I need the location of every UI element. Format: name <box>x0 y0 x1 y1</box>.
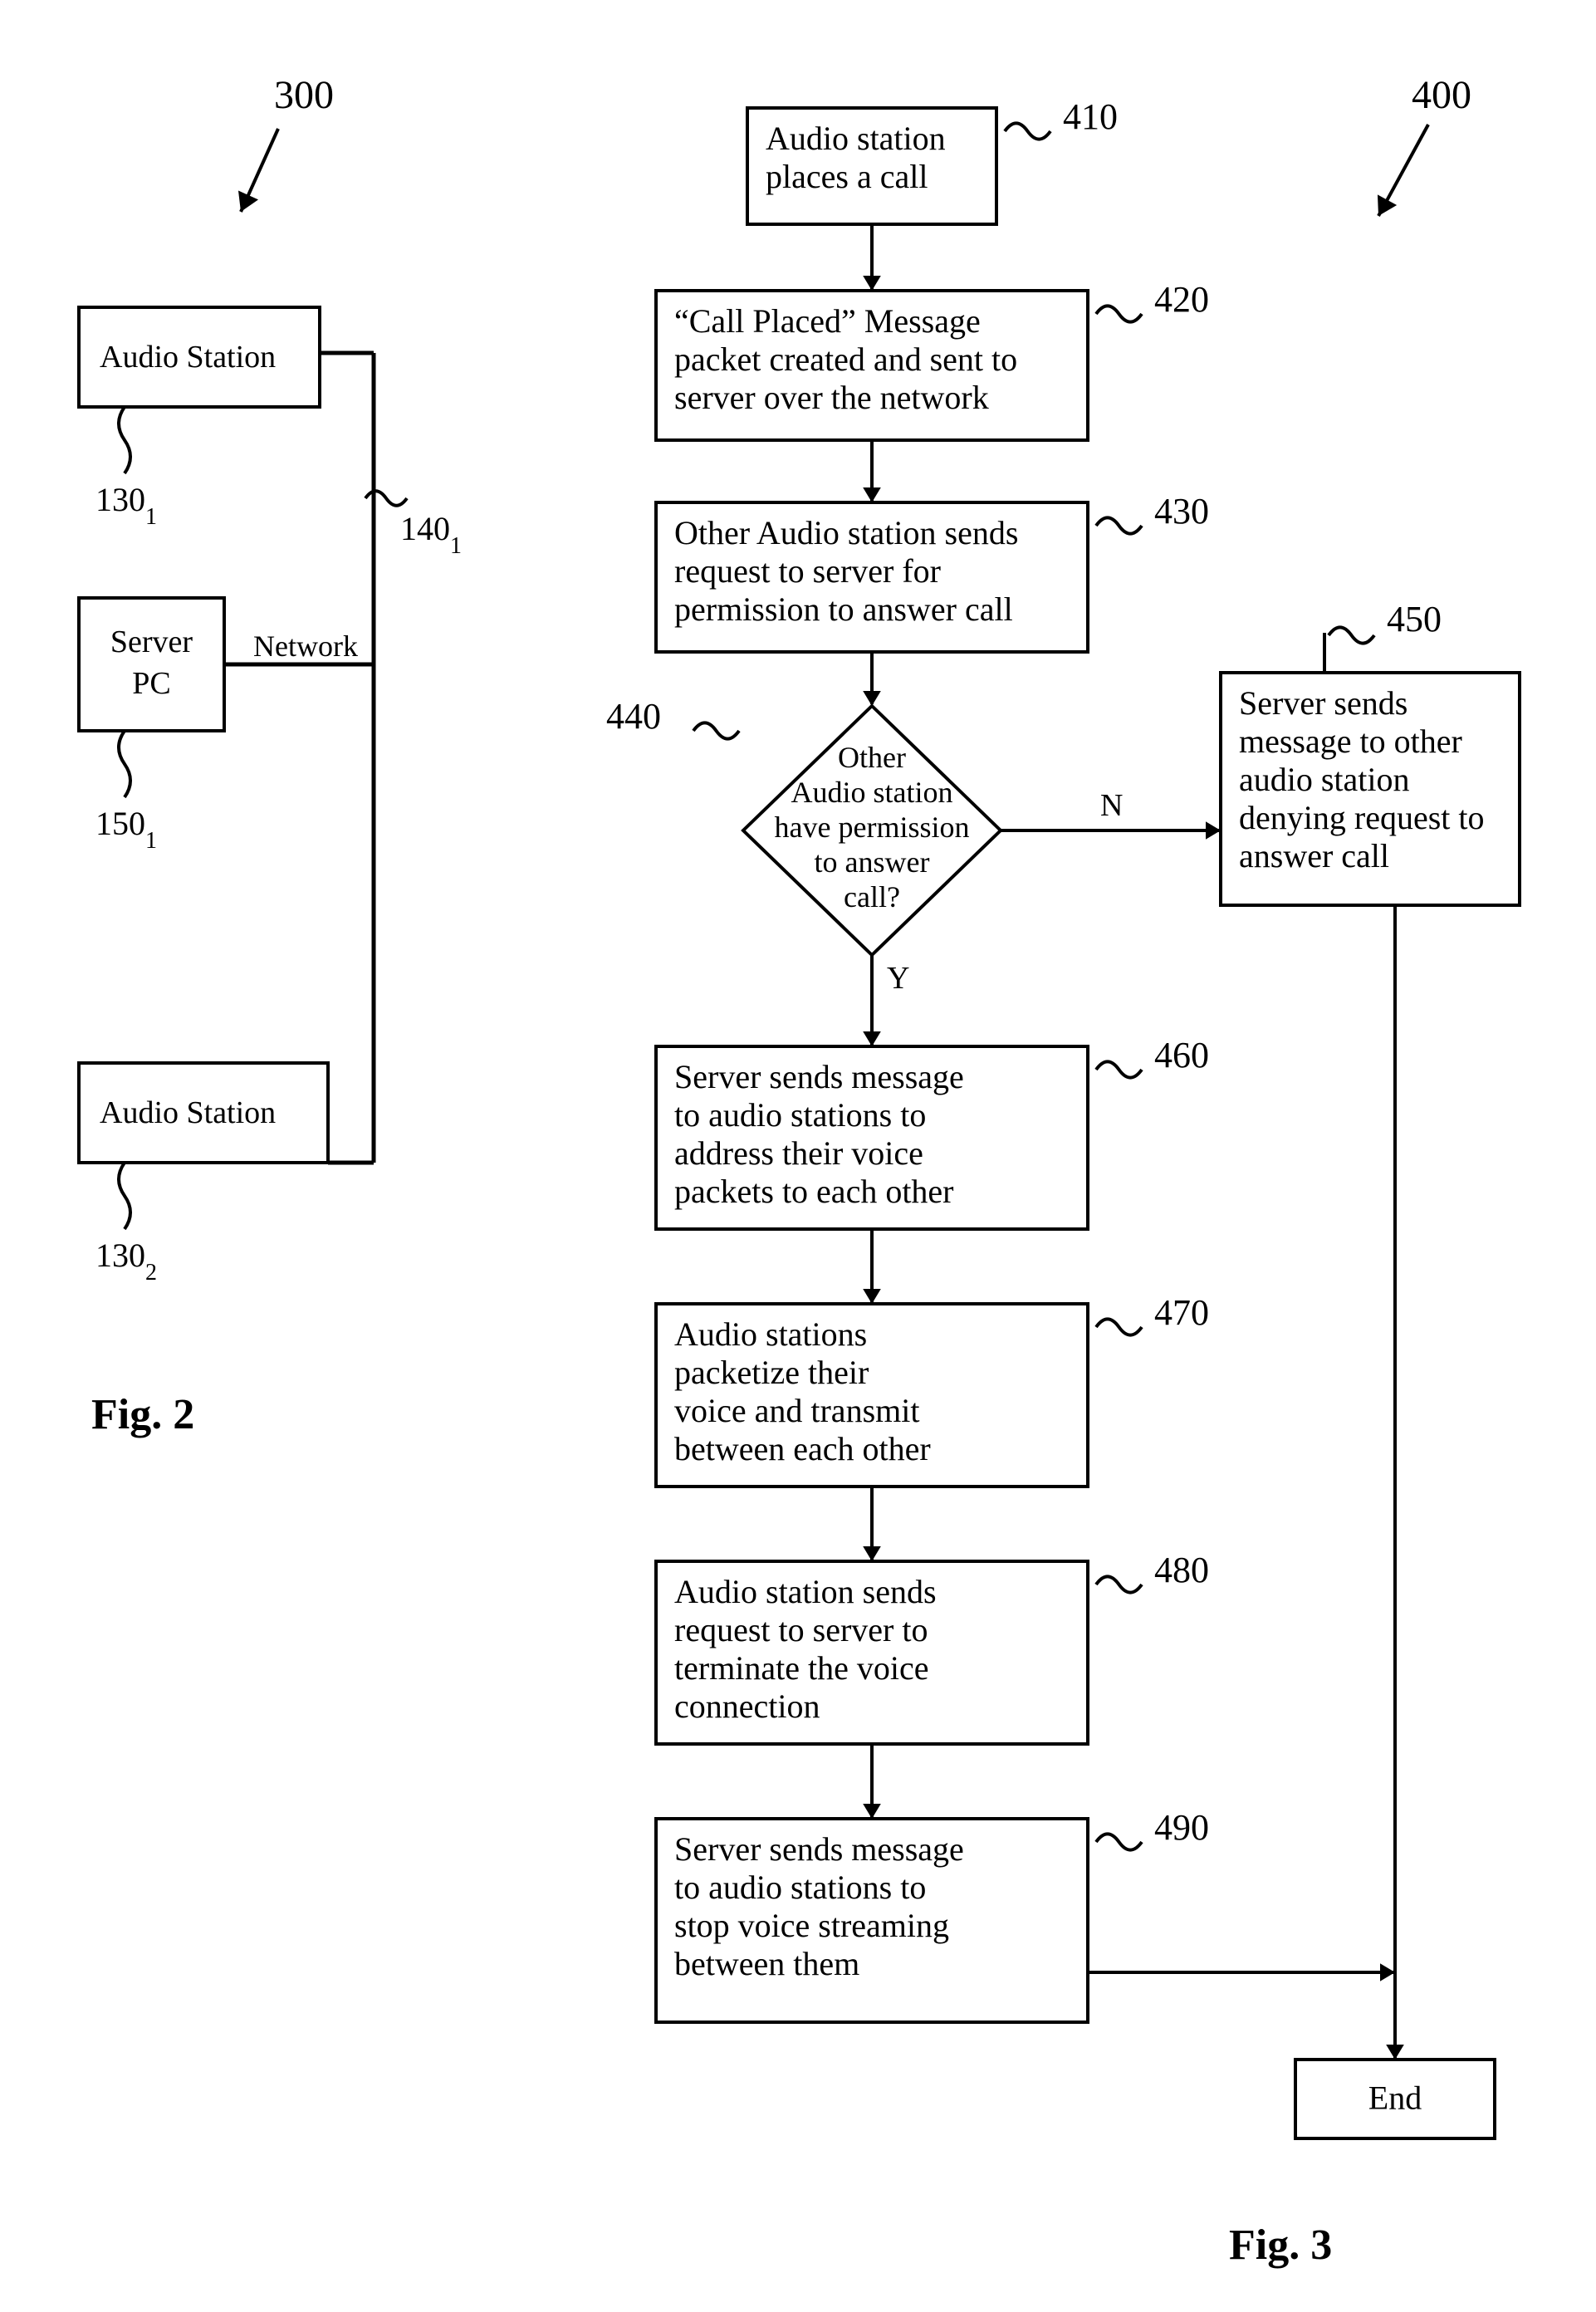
svg-text:packetize their: packetize their <box>674 1354 869 1391</box>
svg-text:request to server for: request to server for <box>674 552 941 590</box>
svg-text:permission to answer call: permission to answer call <box>674 590 1013 628</box>
audio-station-1-label: Audio Station <box>100 340 276 375</box>
svg-text:places a call: places a call <box>766 158 928 195</box>
svg-text:470: 470 <box>1154 1292 1209 1333</box>
server-pc-box <box>79 598 224 731</box>
branch-no: N <box>1100 788 1123 823</box>
svg-text:stop voice streaming: stop voice streaming <box>674 1907 949 1944</box>
svg-text:packet created and sent to: packet created and sent to <box>674 340 1017 378</box>
svg-text:440: 440 <box>606 696 661 737</box>
fig3-caption: Fig. 3 <box>1229 2221 1332 2269</box>
svg-text:Server sends message: Server sends message <box>674 1058 964 1095</box>
svg-text:“Call Placed” Message: “Call Placed” Message <box>674 302 981 340</box>
branch-yes: Y <box>887 961 909 996</box>
audio-station-1-ref: 1301 <box>95 481 157 530</box>
fig3: 400Audio stationplaces a call410“Call Pl… <box>606 73 1520 2269</box>
svg-text:End: End <box>1368 2079 1422 2117</box>
svg-text:between each other: between each other <box>674 1430 931 1467</box>
svg-text:to audio stations to: to audio stations to <box>674 1096 926 1134</box>
svg-text:between them: between them <box>674 1945 859 1982</box>
svg-text:message to other: message to other <box>1239 722 1462 760</box>
svg-text:420: 420 <box>1154 279 1209 320</box>
svg-text:terminate the voice: terminate the voice <box>674 1649 929 1687</box>
svg-text:Server sends: Server sends <box>1239 684 1408 722</box>
audio-station-2-ref: 1302 <box>95 1237 157 1286</box>
svg-text:server over the network: server over the network <box>674 379 989 416</box>
svg-text:to audio stations to: to audio stations to <box>674 1869 926 1906</box>
svg-text:450: 450 <box>1387 599 1442 639</box>
svg-text:to answer: to answer <box>815 845 930 879</box>
svg-text:Other Audio station sends: Other Audio station sends <box>674 514 1018 551</box>
network-label: Network <box>253 629 358 663</box>
svg-text:address their voice: address their voice <box>674 1134 923 1172</box>
server-pc-label-1: Server <box>110 625 193 659</box>
svg-text:answer call: answer call <box>1239 837 1389 874</box>
svg-text:request to server to: request to server to <box>674 1611 928 1648</box>
svg-text:packets to each other: packets to each other <box>674 1173 954 1210</box>
svg-text:490: 490 <box>1154 1807 1209 1848</box>
svg-text:Audio stations: Audio stations <box>674 1315 867 1353</box>
svg-text:410: 410 <box>1063 96 1118 137</box>
svg-text:Other: Other <box>838 741 906 774</box>
svg-text:audio station: audio station <box>1239 761 1410 798</box>
fig2-group-label: 300 <box>274 73 334 117</box>
svg-text:voice and transmit: voice and transmit <box>674 1392 919 1429</box>
server-pc-label-2: PC <box>132 666 170 701</box>
fig3-group-label: 400 <box>1412 73 1471 117</box>
svg-text:Server sends message: Server sends message <box>674 1830 964 1868</box>
svg-text:430: 430 <box>1154 491 1209 531</box>
svg-text:call?: call? <box>844 880 900 914</box>
svg-text:have permission: have permission <box>775 811 970 844</box>
svg-text:Audio station: Audio station <box>766 120 946 157</box>
svg-text:460: 460 <box>1154 1035 1209 1075</box>
server-pc-ref: 1501 <box>95 805 157 854</box>
svg-text:connection: connection <box>674 1687 820 1725</box>
svg-text:480: 480 <box>1154 1550 1209 1590</box>
svg-text:Audio station sends: Audio station sends <box>674 1573 937 1610</box>
svg-text:Audio station: Audio station <box>791 776 953 809</box>
audio-station-2-label: Audio Station <box>100 1095 276 1130</box>
bus-label: 1401 <box>400 510 462 559</box>
svg-text:denying request to: denying request to <box>1239 799 1485 836</box>
fig2-caption: Fig. 2 <box>91 1391 194 1438</box>
fig2: 300 1401 Audio Station 1301 Server PC Network 1… <box>79 73 462 1438</box>
